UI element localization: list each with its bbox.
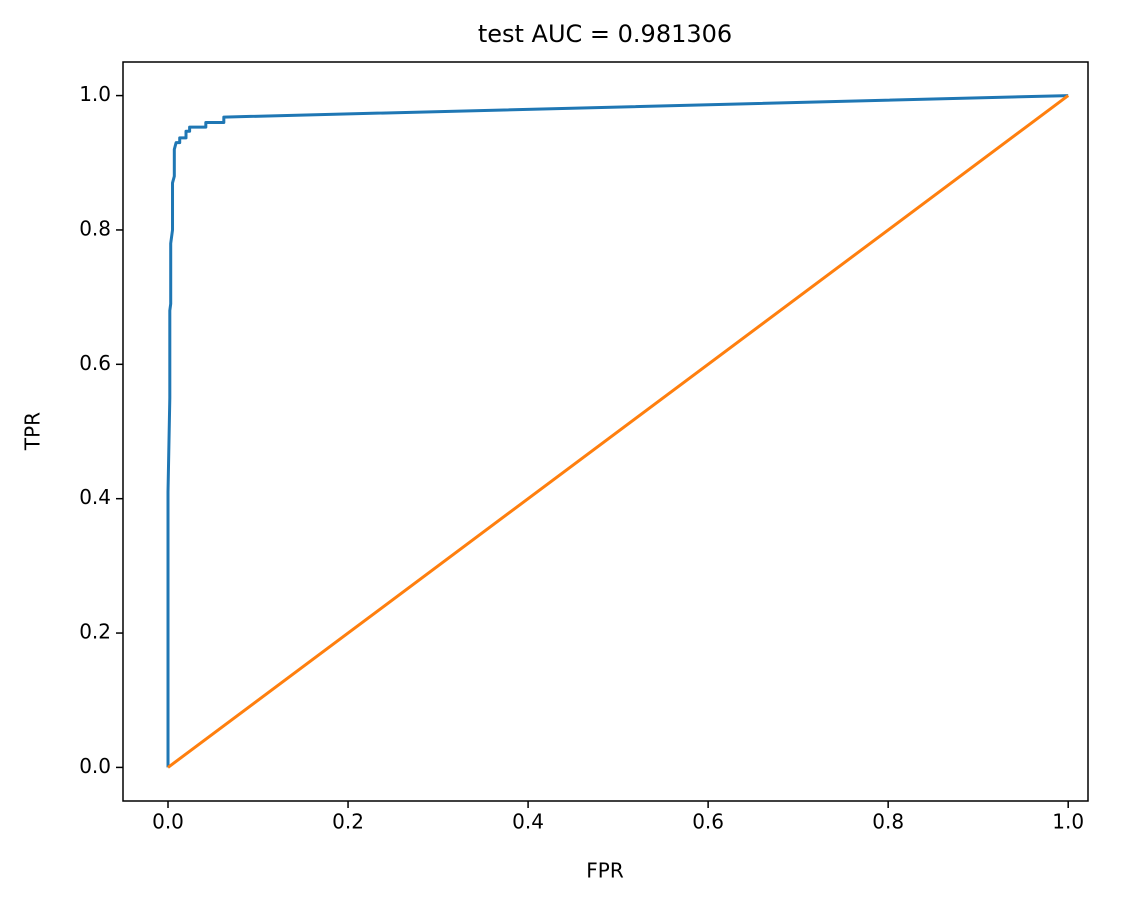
line xyxy=(166,94,1069,768)
x-tick-label: 1.0 xyxy=(1052,810,1084,834)
y-axis-label: TPR xyxy=(21,412,45,451)
y-tick-label: 0.8 xyxy=(79,216,111,240)
y-tick-label: 0.2 xyxy=(79,620,111,644)
chart-title: test AUC = 0.981306 xyxy=(478,20,732,48)
y-tick-label: 0.6 xyxy=(79,351,111,375)
plot-frame xyxy=(122,61,1089,802)
y-tick-label: 0.0 xyxy=(79,754,111,778)
y-tick-label: 0.4 xyxy=(79,485,111,509)
x-tick-label: 0.8 xyxy=(872,810,904,834)
y-tick-label: 1.0 xyxy=(79,82,111,106)
x-tick-label: 0.2 xyxy=(332,810,364,834)
x-tick-label: 0.6 xyxy=(692,810,724,834)
line xyxy=(167,94,1070,769)
x-axis-label: FPR xyxy=(586,859,624,883)
x-tick-label: 0.0 xyxy=(152,810,184,834)
x-tick-label: 0.4 xyxy=(512,810,544,834)
